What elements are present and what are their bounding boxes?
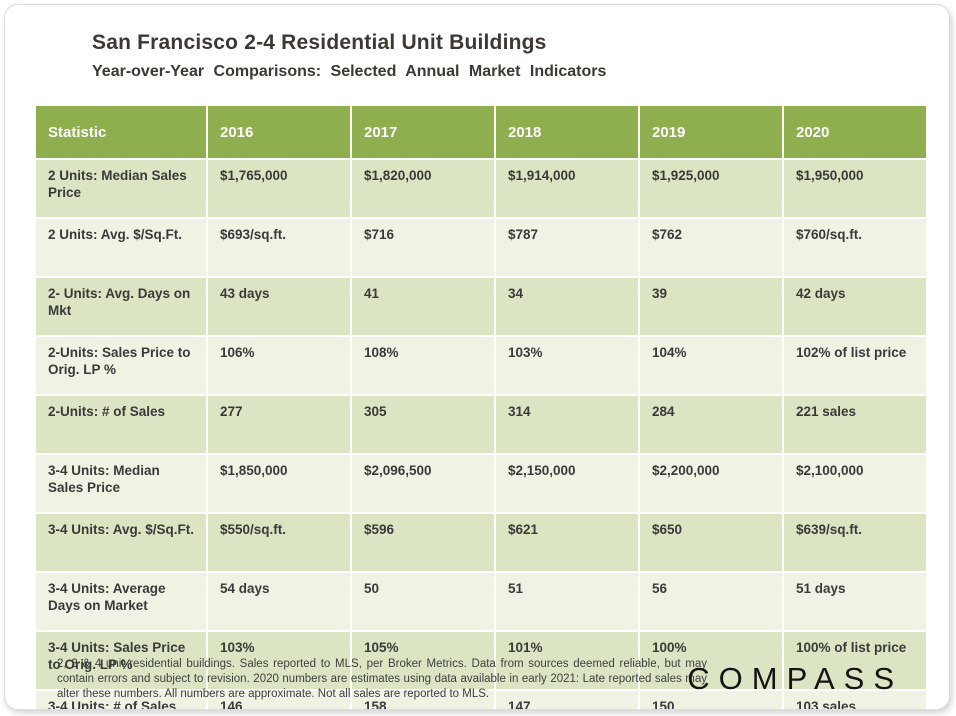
value-cell: 39	[638, 276, 784, 337]
value-cell: 158	[350, 689, 496, 709]
table-row: 2 Units: Median Sales Price $1,765,000 $…	[34, 158, 928, 219]
table-row: 2- Units: Avg. Days on Mkt 43 days 41 34…	[34, 276, 928, 337]
column-header-2019: 2019	[638, 104, 784, 160]
value-cell: 51	[494, 571, 640, 632]
value-cell: 43 days	[206, 276, 352, 337]
disclaimer-footnote: 2, 3 & 4 unit residential buildings. Sal…	[57, 658, 707, 701]
value-cell: 108%	[350, 335, 496, 396]
value-cell: 146	[206, 689, 352, 709]
value-cell: 284	[638, 394, 784, 455]
value-cell: 221 sales	[782, 394, 928, 455]
value-cell: 104%	[638, 335, 784, 396]
table-header-row: Statistic 2016 2017 2018 2019 2020	[34, 104, 928, 160]
table-row: 2 Units: Avg. $/Sq.Ft. $693/sq.ft. $716 …	[34, 217, 928, 278]
value-cell: 101%	[494, 630, 640, 691]
value-cell: 34	[494, 276, 640, 337]
report-card: San Francisco 2-4 Residential Unit Build…	[4, 4, 950, 710]
stat-label: 2 Units: Median Sales Price	[34, 158, 208, 219]
value-cell: 147	[494, 689, 640, 709]
value-cell: 50	[350, 571, 496, 632]
value-cell: $716	[350, 217, 496, 278]
stat-label: 3-4 Units: Sales Price to Orig. LP %	[34, 630, 208, 691]
page-title: San Francisco 2-4 Residential Unit Build…	[92, 31, 547, 54]
value-cell: $2,150,000	[494, 453, 640, 514]
value-cell: $2,100,000	[782, 453, 928, 514]
value-cell: 100%	[638, 630, 784, 691]
table-row: 2-Units: Sales Price to Orig. LP % 106% …	[34, 335, 928, 396]
table-row: 2-Units: # of Sales 277 305 314 284 221 …	[34, 394, 928, 455]
value-cell: 314	[494, 394, 640, 455]
table-row: 3-4 Units: Average Days on Market 54 day…	[34, 571, 928, 632]
value-cell: $1,914,000	[494, 158, 640, 219]
column-header-statistic: Statistic	[34, 104, 208, 160]
value-cell: $639/sq.ft.	[782, 512, 928, 573]
column-header-2020: 2020	[782, 104, 928, 160]
compass-logo: COMPASS	[687, 661, 903, 696]
value-cell: 100% of list price	[782, 630, 928, 691]
stat-label: 2-Units: Sales Price to Orig. LP %	[34, 335, 208, 396]
value-cell: $650	[638, 512, 784, 573]
value-cell: 54 days	[206, 571, 352, 632]
stat-label: 3-4 Units: Average Days on Market	[34, 571, 208, 632]
value-cell: $621	[494, 512, 640, 573]
stat-label: 2-Units: # of Sales	[34, 394, 208, 455]
value-cell: $1,765,000	[206, 158, 352, 219]
value-cell: $550/sq.ft.	[206, 512, 352, 573]
table-row: 3-4 Units: Sales Price to Orig. LP % 103…	[34, 630, 928, 691]
value-cell: $1,925,000	[638, 158, 784, 219]
value-cell: 106%	[206, 335, 352, 396]
table-row: 3-4 Units: Avg. $/Sq.Ft. $550/sq.ft. $59…	[34, 512, 928, 573]
value-cell: 51 days	[782, 571, 928, 632]
stat-label: 3-4 Units: Avg. $/Sq.Ft.	[34, 512, 208, 573]
value-cell: 103%	[206, 630, 352, 691]
value-cell: 42 days	[782, 276, 928, 337]
value-cell: $787	[494, 217, 640, 278]
value-cell: $2,096,500	[350, 453, 496, 514]
stat-label: 3-4 Units: Median Sales Price	[34, 453, 208, 514]
value-cell: $2,200,000	[638, 453, 784, 514]
value-cell: $693/sq.ft.	[206, 217, 352, 278]
table-row: 3-4 Units: Median Sales Price $1,850,000…	[34, 453, 928, 514]
value-cell: 277	[206, 394, 352, 455]
value-cell: $1,850,000	[206, 453, 352, 514]
stat-label: 3-4 Units: # of Sales	[34, 689, 208, 709]
stat-label: 2 Units: Avg. $/Sq.Ft.	[34, 217, 208, 278]
value-cell: 102% of list price	[782, 335, 928, 396]
table-row: 3-4 Units: # of Sales 146 158 147 150 10…	[34, 689, 928, 709]
value-cell: 150	[638, 689, 784, 709]
value-cell: 56	[638, 571, 784, 632]
value-cell: $762	[638, 217, 784, 278]
value-cell: $596	[350, 512, 496, 573]
value-cell: $1,820,000	[350, 158, 496, 219]
value-cell: $1,950,000	[782, 158, 928, 219]
value-cell: 105%	[350, 630, 496, 691]
stat-label: 2- Units: Avg. Days on Mkt	[34, 276, 208, 337]
value-cell: 41	[350, 276, 496, 337]
value-cell: $760/sq.ft.	[782, 217, 928, 278]
column-header-2017: 2017	[350, 104, 496, 160]
page-subtitle: Year-over-Year Comparisons: Selected Ann…	[92, 63, 607, 80]
value-cell: 103%	[494, 335, 640, 396]
column-header-2016: 2016	[206, 104, 352, 160]
value-cell: 305	[350, 394, 496, 455]
market-indicators-table: Statistic 2016 2017 2018 2019 2020 2 Uni…	[34, 104, 928, 709]
column-header-2018: 2018	[494, 104, 640, 160]
value-cell: 103 sales	[782, 689, 928, 709]
